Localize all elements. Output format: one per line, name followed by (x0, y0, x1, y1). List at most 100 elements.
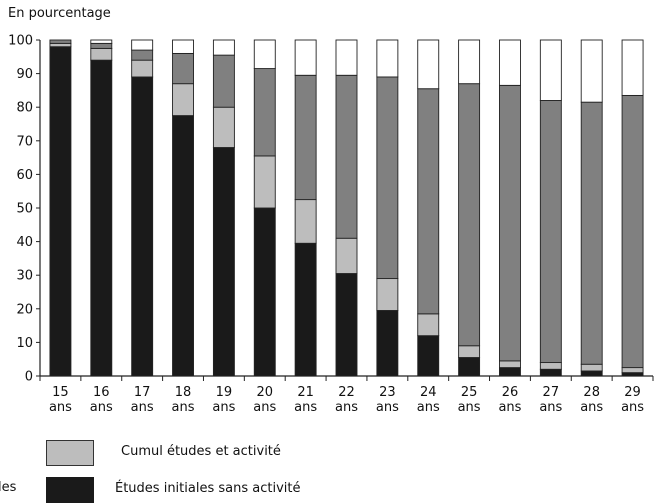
bar-segment-series-2 (90, 42, 113, 49)
y-tick-label: 80 (16, 101, 33, 116)
bar-segment-series-2 (499, 84, 521, 362)
x-tick-label: ans (172, 400, 195, 415)
x-tick-label: ans (539, 400, 562, 415)
bar-segment-series-0 (621, 372, 644, 377)
y-tick-label: 100 (8, 34, 33, 49)
bar-segment-series-3 (294, 39, 317, 76)
x-tick-label: 16 (93, 385, 110, 400)
x-tick-label: 28 (583, 385, 600, 400)
bar-segment-series-0 (212, 147, 235, 377)
bar-segment-series-3 (253, 39, 276, 70)
bar-segment-series-0 (376, 310, 399, 377)
bar-segment-series-1 (417, 313, 440, 337)
x-tick-label: ans (212, 400, 235, 415)
y-tick-label: 90 (16, 67, 33, 82)
x-tick-label: 24 (420, 385, 437, 400)
x-tick-labels: 15ans16ans17ans18ans19ans20ans21ans22ans… (49, 385, 644, 415)
bar-segment-series-2 (417, 88, 440, 315)
y-tick-label: 40 (16, 235, 33, 250)
bar-segment-series-3 (90, 39, 113, 44)
bar-segment-series-1 (621, 367, 644, 374)
bar-segment-series-2 (539, 100, 562, 364)
bar-segment-series-3 (458, 39, 481, 85)
bar-segment-series-1 (212, 106, 235, 148)
bar-segment-series-0 (458, 357, 481, 377)
x-tick-label: 20 (256, 385, 273, 400)
bar-segment-series-3 (417, 39, 440, 90)
bar-segment-series-0 (131, 76, 154, 377)
x-tick-label: ans (131, 400, 154, 415)
bar-segment-series-2 (253, 68, 276, 157)
bar-segment-series-1 (253, 155, 276, 209)
legend-label-cut: les (0, 480, 17, 495)
bar-segment-series-3 (621, 39, 644, 96)
bar-segment-series-2 (458, 83, 481, 347)
bar-segment-series-0 (294, 242, 317, 377)
bar-segment-series-0 (417, 335, 440, 377)
legend-swatch-initiales (46, 477, 94, 503)
x-tick-label: ans (376, 400, 399, 415)
bar-segment-series-1 (294, 199, 317, 244)
bar-segment-series-3 (376, 39, 399, 78)
bar-segment-series-2 (131, 49, 154, 61)
bar-segment-series-2 (376, 76, 399, 280)
bar-segment-series-2 (172, 52, 194, 85)
bar-segment-series-0 (49, 46, 72, 377)
bar-segment-series-2 (49, 39, 72, 44)
bar-segment-series-1 (376, 278, 399, 311)
bar-segment-series-0 (335, 273, 358, 377)
bar-segment-series-0 (253, 207, 276, 377)
x-tick-label: 22 (338, 385, 355, 400)
y-axis-label: En pourcentage (8, 6, 111, 21)
y-tick-label: 0 (25, 370, 33, 385)
x-tick-label: ans (49, 400, 72, 415)
x-tick-label: ans (458, 400, 481, 415)
bar-segment-series-2 (212, 54, 235, 108)
bar-segment-series-1 (539, 362, 562, 370)
bar-segment-series-3 (212, 39, 235, 56)
x-tick-label: ans (253, 400, 276, 415)
bar-segment-series-0 (539, 368, 562, 377)
x-tick-label: ans (335, 400, 358, 415)
bar-segment-series-1 (335, 237, 358, 274)
bar-segment-series-1 (49, 42, 72, 48)
bar-segment-series-1 (580, 363, 603, 372)
x-tick-label: ans (621, 400, 644, 415)
bar-segment-series-2 (335, 74, 358, 239)
x-tick-label: 26 (502, 385, 519, 400)
y-tick-label: 60 (16, 168, 33, 183)
x-tick-label: ans (498, 400, 521, 415)
legend-label-initiales: Études initiales sans activité (115, 481, 301, 496)
bar-segment-series-3 (499, 39, 521, 86)
bar-segment-series-0 (580, 370, 603, 377)
y-tick-label: 30 (16, 269, 33, 284)
x-tick-label: ans (417, 400, 440, 415)
x-tick-label: ans (90, 400, 113, 415)
bar-segment-series-3 (539, 39, 562, 101)
x-tick-label: 27 (543, 385, 560, 400)
legend-swatch-cumul (46, 440, 94, 466)
x-tick-label: 23 (379, 385, 396, 400)
bar-segment-series-2 (580, 101, 603, 365)
bar-segment-series-0 (499, 367, 521, 377)
bar-segment-series-3 (335, 39, 358, 76)
bar-segment-series-2 (294, 74, 317, 201)
bar-segment-series-3 (580, 39, 603, 103)
x-tick-label: 15 (52, 385, 69, 400)
y-tick-label: 70 (16, 134, 33, 149)
x-tick-label: 19 (216, 385, 233, 400)
y-tick-label: 20 (16, 302, 33, 317)
y-tick-label: 50 (16, 202, 33, 217)
x-tick-label: ans (580, 400, 603, 415)
bar-segment-series-3 (131, 39, 154, 51)
x-tick-label: ans (294, 400, 317, 415)
x-tick-label: 25 (461, 385, 478, 400)
bar-segment-series-1 (90, 47, 113, 61)
x-tick-label: 21 (297, 385, 314, 400)
bar-segment-series-0 (172, 115, 194, 377)
bar-segment-series-0 (90, 59, 113, 377)
y-tick-label: 10 (16, 336, 33, 351)
x-tick-label: 18 (175, 385, 192, 400)
bar-segment-series-2 (621, 94, 644, 369)
